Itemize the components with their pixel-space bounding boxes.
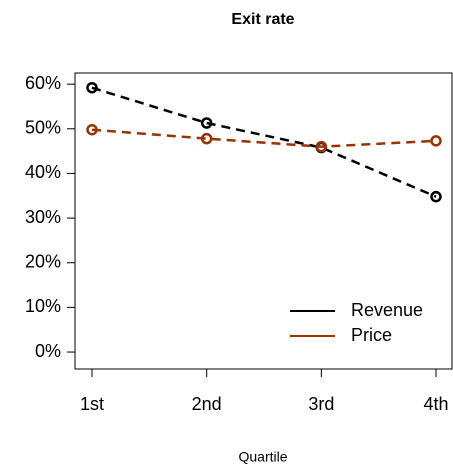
- x-tick-label: 3rd: [308, 394, 334, 414]
- point: [200, 117, 213, 129]
- x-tick-label: 2nd: [192, 394, 222, 414]
- legend-label: Revenue: [351, 300, 423, 320]
- plot-frame: [74, 72, 453, 370]
- y-tick-label: 50%: [25, 118, 61, 138]
- y-tick-label: 30%: [25, 207, 61, 227]
- x-tick-label: 4th: [423, 394, 448, 414]
- point: [430, 135, 442, 147]
- y-tick-label: 60%: [25, 73, 61, 93]
- x-tick-label: 1st: [80, 394, 104, 414]
- y-tick-label: 20%: [25, 251, 61, 271]
- y-tick-label: 40%: [25, 162, 61, 182]
- point: [86, 81, 98, 94]
- point: [430, 190, 442, 203]
- y-tick-label: 0%: [35, 341, 61, 361]
- chart-title: Exit rate: [231, 11, 294, 28]
- series-line: [91, 128, 437, 148]
- point: [315, 140, 328, 153]
- point: [200, 132, 213, 145]
- y-tick-label: 10%: [25, 296, 61, 316]
- point: [86, 123, 98, 136]
- legend-label: Price: [351, 325, 392, 345]
- x-axis-label: Quartile: [238, 449, 287, 465]
